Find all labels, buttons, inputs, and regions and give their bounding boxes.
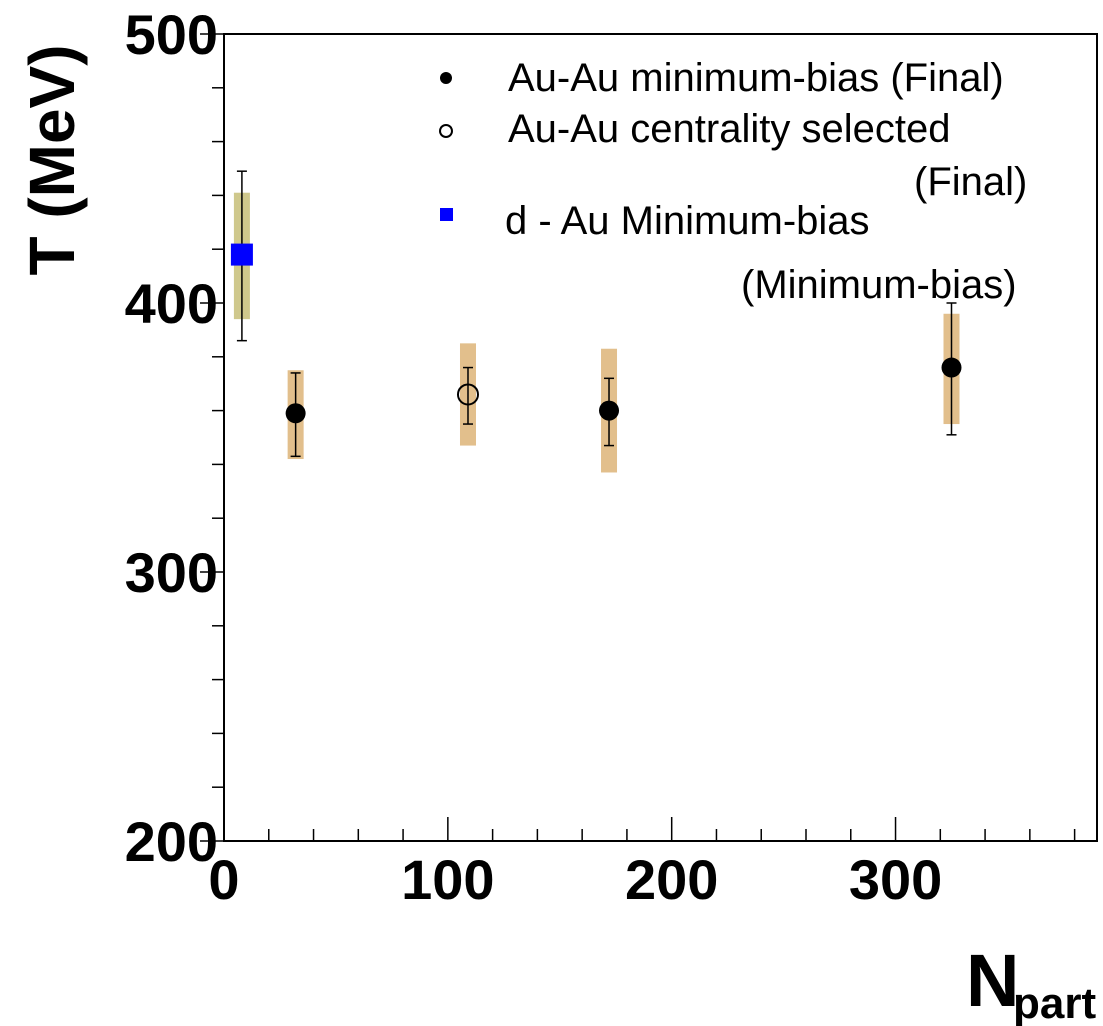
x-tick-label: 100 <box>401 848 494 911</box>
legend-label-auau-centrality: Au-Au centrality selected <box>508 107 950 151</box>
legend-annotation-minbias: (Minimum-bias) <box>741 263 1017 307</box>
x-tick-label: 0 <box>208 848 239 911</box>
x-tick-label: 300 <box>849 848 942 911</box>
legend-label-auau-minbias: Au-Au minimum-bias (Final) <box>508 56 1004 100</box>
y-axis-title: T (MeV) <box>16 44 88 275</box>
plot-area-border <box>223 33 1098 842</box>
tick-labels: 200 300 400 500 0 100 200 300 <box>125 3 943 911</box>
legend-marker-open-circle <box>439 124 453 138</box>
data-point-filled-circle <box>285 403 306 424</box>
data-point-open-circle <box>456 383 479 406</box>
legend: Au-Au minimum-bias (Final) Au-Au central… <box>439 56 1027 307</box>
x-axis-title-subscript: part <box>1013 979 1096 1026</box>
data-point-filled-circle <box>941 357 962 378</box>
x-axis-title: N <box>966 939 1019 1022</box>
y-tick-label: 200 <box>125 810 218 873</box>
y-tick-label: 500 <box>125 3 218 66</box>
data-point-filled-square <box>230 243 253 266</box>
x-tick-label: 200 <box>625 848 718 911</box>
y-tick-label: 300 <box>125 541 218 604</box>
axis-ticks <box>200 33 1076 842</box>
y-tick-label: 400 <box>125 272 218 335</box>
data-point-filled-circle <box>599 400 620 421</box>
legend-marker-filled-circle <box>440 72 452 84</box>
data-points <box>230 243 962 424</box>
legend-marker-filled-square <box>440 208 453 221</box>
legend-annotation-final: (Final) <box>914 160 1027 204</box>
legend-label-dau-minbias: d - Au Minimum-bias <box>505 199 870 243</box>
plot-frame <box>223 33 1098 842</box>
